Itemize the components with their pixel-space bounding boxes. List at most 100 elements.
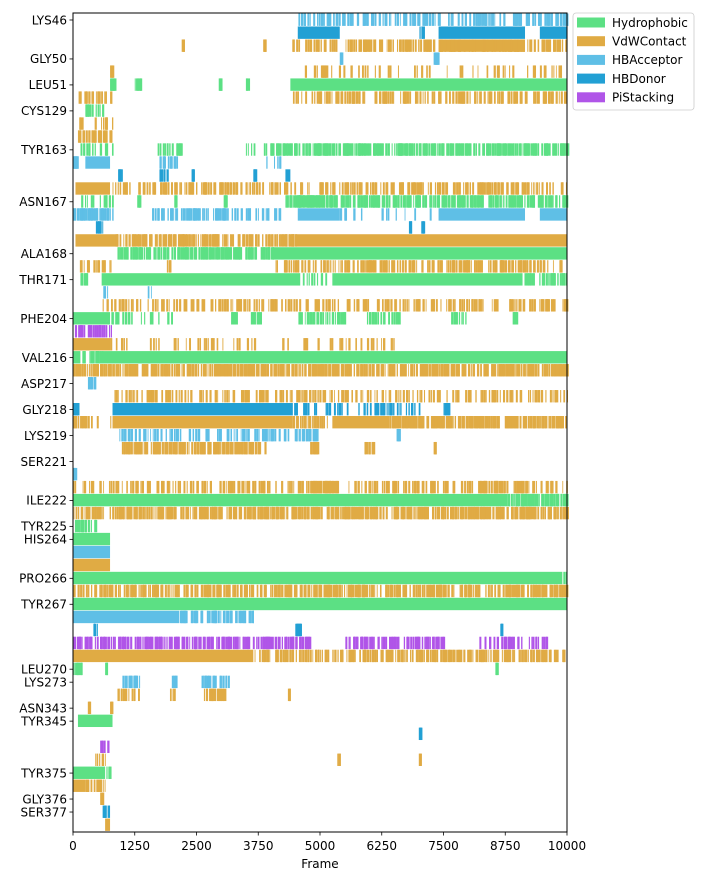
frame-stripe-vdwcontact-36-1 xyxy=(337,480,340,494)
frame-stripe-vdwcontact-36-0 xyxy=(261,480,263,494)
frame-stripe-vdwcontact-17-0 xyxy=(173,234,176,247)
frame-stripe-vdwcontact-27-0 xyxy=(295,364,298,377)
frame-stripe-vdwcontact-36-0 xyxy=(231,480,234,494)
frame-stripe-vdwcontact-6-1 xyxy=(393,91,395,104)
frame-stripe-hydrophobic-14-4 xyxy=(438,195,441,208)
frame-stripe-vdwcontact-17-0 xyxy=(218,234,220,247)
frame-stripe-vdwcontact-38-0 xyxy=(148,506,151,520)
frame-stripe-hbacceptor-46-0 xyxy=(224,610,226,624)
frame-stripe-hbacceptor-0-0 xyxy=(375,13,377,26)
frame-stripe-hydrophobic-10-3 xyxy=(530,143,533,156)
frame-stripe-hydrophobic-18-0 xyxy=(166,247,169,260)
frame-stripe-hbacceptor-32-0 xyxy=(130,428,134,442)
frame-stripe-vdwcontact-2-2 xyxy=(310,39,313,52)
frame-stripe-vdwcontact-6-1 xyxy=(359,91,361,104)
frame-stripe-vdwcontact-17-0 xyxy=(156,234,158,247)
frame-stripe-vdwcontact-29-0 xyxy=(169,390,171,403)
frame-stripe-vdwcontact-29-0 xyxy=(475,390,477,403)
frame-stripe-vdwcontact-44-0 xyxy=(485,584,487,598)
frame-stripe-vdwcontact-13-0 xyxy=(485,182,487,195)
frame-stripe-hbacceptor-32-0 xyxy=(127,428,131,442)
frame-stripe-vdwcontact-27-0 xyxy=(136,364,139,377)
frame-stripe-hydrophobic-10-1 xyxy=(169,143,171,156)
frame-stripe-hydrophobic-10-3 xyxy=(510,143,512,156)
frame-stripe-vdwcontact-13-0 xyxy=(283,182,285,195)
frame-stripe-vdwcontact-38-0 xyxy=(380,506,382,520)
frame-stripe-vdwcontact-22-0 xyxy=(478,299,481,312)
frame-stripe-vdwcontact-38-0 xyxy=(133,506,136,520)
frame-stripe-vdwcontact-38-0 xyxy=(379,506,382,520)
frame-stripe-vdwcontact-44-0 xyxy=(447,584,450,598)
frame-stripe-vdwcontact-19-2 xyxy=(323,260,326,273)
frame-stripe-vdwcontact-22-0 xyxy=(452,299,455,312)
frame-stripe-vdwcontact-36-0 xyxy=(189,480,192,494)
frame-stripe-vdwcontact-36-0 xyxy=(82,480,84,494)
solid-bar-hbdonor-1-1 xyxy=(438,26,526,39)
frame-stripe-hbacceptor-32-0 xyxy=(294,428,298,442)
frame-stripe-vdwcontact-44-0 xyxy=(134,584,136,598)
frame-stripe-vdwcontact-22-0 xyxy=(102,299,104,312)
frame-stripe-vdwcontact-27-0 xyxy=(234,364,237,377)
frame-stripe-vdwcontact-22-0 xyxy=(405,299,407,312)
frame-stripe-vdwcontact-44-0 xyxy=(78,584,80,598)
frame-stripe-vdwcontact-27-0 xyxy=(101,364,104,377)
frame-stripe-vdwcontact-27-0 xyxy=(353,364,356,377)
frame-stripe-vdwcontact-6-1 xyxy=(455,91,458,104)
frame-stripe-vdwcontact-19-2 xyxy=(344,260,347,273)
frame-stripe-vdwcontact-27-0 xyxy=(344,364,346,377)
frame-stripe-hydrophobic-37-0 xyxy=(521,493,523,507)
frame-stripe-vdwcontact-22-0 xyxy=(236,299,238,312)
frame-stripe-vdwcontact-29-0 xyxy=(454,390,456,403)
frame-stripe-vdwcontact-27-0 xyxy=(298,364,300,377)
frame-stripe-vdwcontact-44-0 xyxy=(186,584,189,598)
frame-stripe-vdwcontact-17-0 xyxy=(170,234,172,247)
frame-stripe-vdwcontact-44-0 xyxy=(437,584,439,598)
frame-stripe-vdwcontact-31-2 xyxy=(552,416,555,429)
frame-stripe-vdwcontact-22-0 xyxy=(514,299,516,312)
frame-stripe-hydrophobic-23-2 xyxy=(257,312,260,325)
frame-stripe-vdwcontact-31-2 xyxy=(389,416,391,429)
frame-stripe-vdwcontact-19-2 xyxy=(515,260,517,273)
frame-stripe-pistacking-48-0 xyxy=(187,636,189,650)
frame-stripe-hydrophobic-20-1 xyxy=(559,273,562,286)
frame-stripe-vdwcontact-31-2 xyxy=(511,416,513,429)
frame-stripe-hbdonor-30-0 xyxy=(74,403,76,416)
frame-stripe-vdwcontact-29-0 xyxy=(480,390,482,403)
frame-stripe-hydrophobic-20-1 xyxy=(545,273,548,286)
frame-stripe-hydrophobic-20-1 xyxy=(542,273,544,286)
frame-stripe-vdwcontact-17-0 xyxy=(184,234,187,247)
frame-stripe-vdwcontact-29-0 xyxy=(511,390,513,403)
frame-stripe-vdwcontact-2-2 xyxy=(432,39,436,52)
frame-stripe-hydrophobic-10-3 xyxy=(319,143,322,156)
frame-stripe-hydrophobic-23-5 xyxy=(451,312,453,325)
frame-stripe-vdwcontact-19-2 xyxy=(330,260,332,273)
frame-stripe-vdwcontact-36-0 xyxy=(99,480,102,494)
frame-stripe-hbacceptor-32-0 xyxy=(230,428,233,442)
frame-stripe-vdwcontact-4-1 xyxy=(426,65,428,78)
frame-stripe-vdwcontact-22-0 xyxy=(294,299,296,312)
frame-stripe-vdwcontact-25-0 xyxy=(173,338,175,351)
frame-stripe-vdwcontact-22-0 xyxy=(423,299,424,312)
frame-stripe-hydrophobic-14-1 xyxy=(137,195,139,208)
frame-stripe-hbdonor-1-0 xyxy=(422,26,425,39)
frame-stripe-vdwcontact-17-0 xyxy=(242,234,245,247)
frame-stripe-hydrophobic-23-5 xyxy=(454,312,457,325)
frame-stripe-hydrophobic-39-0 xyxy=(95,519,98,533)
frame-stripe-vdwcontact-31-2 xyxy=(511,416,513,429)
frame-stripe-vdwcontact-36-1 xyxy=(317,480,320,494)
frame-stripe-vdwcontact-27-0 xyxy=(347,364,349,377)
frame-stripe-vdwcontact-2-2 xyxy=(366,39,369,52)
frame-stripe-hydrophobic-10-2 xyxy=(251,143,253,156)
frame-stripe-vdwcontact-38-0 xyxy=(523,506,525,520)
frame-stripe-vdwcontact-22-0 xyxy=(211,299,214,312)
frame-stripe-vdwcontact-25-0 xyxy=(372,338,375,351)
frame-stripe-vdwcontact-13-0 xyxy=(429,182,433,195)
frame-stripe-hydrophobic-10-3 xyxy=(328,143,331,156)
frame-stripe-vdwcontact-29-0 xyxy=(331,390,333,403)
frame-stripe-vdwcontact-38-0 xyxy=(193,506,196,520)
frame-stripe-vdwcontact-36-0 xyxy=(523,480,525,494)
frame-stripe-vdwcontact-27-0 xyxy=(135,364,137,377)
frame-stripe-vdwcontact-4-1 xyxy=(389,65,392,78)
frame-stripe-vdwcontact-19-2 xyxy=(508,260,510,273)
frame-stripe-vdwcontact-17-0 xyxy=(193,234,196,247)
